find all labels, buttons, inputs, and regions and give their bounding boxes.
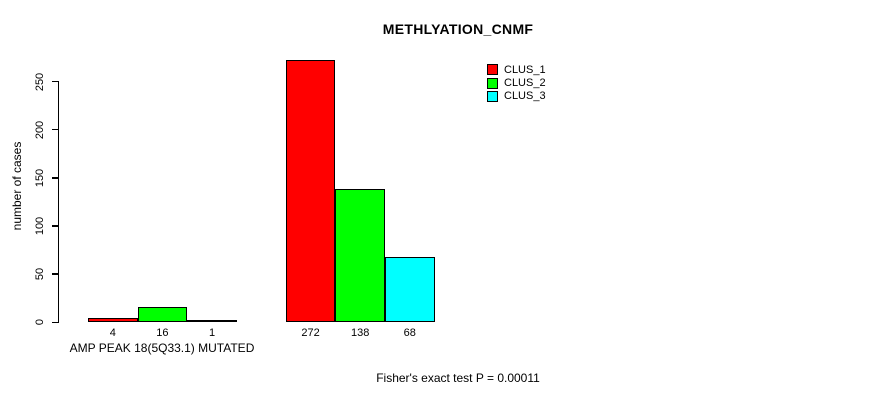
y-axis-line: [57, 81, 59, 324]
legend-label: CLUS_1: [504, 63, 546, 76]
bar-clus-2-group1: [137, 306, 188, 323]
bar-clus-1-group2: [285, 60, 336, 323]
x-axis-label: AMP PEAK 18(5Q33.1) MUTATED: [69, 341, 255, 355]
y-tick-mark: [52, 80, 59, 83]
y-tick-mark: [52, 321, 59, 323]
legend-row: CLUS_2: [487, 76, 546, 89]
bar-clus-3-group1: [187, 320, 237, 323]
y-tick-label: 0: [34, 319, 46, 326]
y-tick-label: 150: [34, 168, 46, 187]
legend: CLUS_1 CLUS_2 CLUS_3: [487, 63, 546, 103]
y-tick-mark: [52, 177, 59, 179]
bar-value-label: 1: [208, 326, 216, 339]
legend-label: CLUS_2: [504, 77, 546, 90]
bar-value-label: 138: [351, 326, 370, 339]
y-tick-label: 100: [34, 216, 46, 236]
bar-clus-3-group2: [385, 256, 435, 323]
annotation-fisher-test: Fisher's exact test P = 0.00011: [376, 371, 540, 385]
y-tick-mark: [52, 128, 59, 131]
legend-label: CLUS_3: [504, 90, 546, 103]
legend-swatch-clus-1: [487, 64, 498, 76]
y-tick-label: 200: [34, 120, 46, 139]
bar-value-label: 4: [109, 326, 116, 339]
legend-row: CLUS_3: [487, 90, 546, 103]
bar-value-label: 272: [301, 326, 320, 339]
legend-row: CLUS_1: [487, 63, 546, 76]
bar-value-label: 68: [403, 326, 416, 339]
y-tick-mark: [52, 225, 59, 227]
legend-swatch-clus-3: [487, 90, 498, 102]
chart-title: METHLYATION_CNMF: [382, 21, 534, 37]
bar-clus-2-group2: [335, 189, 385, 323]
bar-value-label: 16: [156, 326, 169, 339]
y-tick-mark: [52, 273, 59, 275]
y-tick-label: 50: [34, 268, 46, 281]
legend-swatch-clus-2: [487, 77, 498, 89]
bar-clus-1-group1: [88, 318, 138, 323]
y-tick-label: 250: [34, 72, 46, 91]
